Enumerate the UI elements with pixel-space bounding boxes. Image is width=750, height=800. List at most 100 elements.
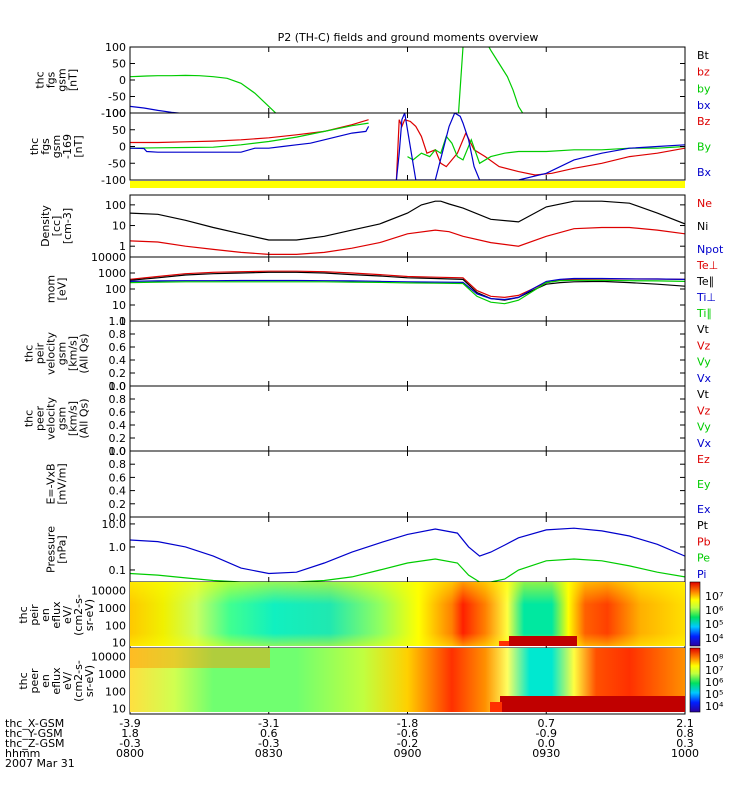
y-axis-label: thc bbox=[17, 606, 30, 623]
colorbar-peer: 10⁸ 10⁷ 10⁶ 10⁵ 10⁴ bbox=[689, 647, 724, 713]
x-axis-row-label: thc_Y-GSM bbox=[5, 727, 63, 740]
y-tick-label: 1 bbox=[119, 240, 126, 253]
x-tick-label: -0.6 bbox=[397, 727, 418, 740]
legend-entry: bx bbox=[697, 99, 711, 112]
x-tick-label: 0.0 bbox=[538, 737, 556, 750]
legend-entry: Vy bbox=[697, 421, 711, 434]
colorbar-label: 10⁵ bbox=[705, 688, 723, 701]
series-line-Bz bbox=[395, 118, 685, 180]
y-tick-label: 10 bbox=[112, 299, 126, 312]
y-axis-label: gsm bbox=[56, 342, 69, 365]
y-tick-label: 10000 bbox=[91, 650, 126, 663]
x-tick-label: -3.9 bbox=[119, 717, 140, 730]
y-axis-label: [nT] bbox=[67, 69, 80, 91]
y-axis-label: peir bbox=[34, 342, 47, 364]
plot-date: 2007 Mar 31 bbox=[5, 757, 75, 770]
x-axis-row-label: thc_X-GSM bbox=[5, 717, 64, 730]
y-axis-label: eflux bbox=[50, 601, 63, 629]
legend-entry: Vy bbox=[697, 356, 711, 369]
colorbar-label: 10⁶ bbox=[705, 604, 724, 617]
y-tick-label: 10000 bbox=[91, 584, 126, 597]
x-tick-label: -0.2 bbox=[397, 737, 418, 750]
y-axis-label: velocity bbox=[45, 332, 58, 375]
y-tick-label: 0.6 bbox=[109, 341, 127, 354]
y-tick-label: 0.4 bbox=[109, 419, 127, 432]
legend-entry: Vz bbox=[697, 404, 711, 417]
y-tick-label: 0.4 bbox=[109, 354, 127, 367]
y-axis-label: [nPa] bbox=[56, 535, 69, 563]
colorbar-label: 10⁸ bbox=[705, 652, 724, 665]
panel-frame bbox=[129, 256, 686, 322]
y-axis-label: Density bbox=[39, 205, 52, 247]
colorbar-label: 10⁵ bbox=[705, 618, 723, 631]
legend-entry: Vx bbox=[697, 437, 712, 450]
y-axis-label: thc bbox=[23, 410, 36, 427]
series-line-Te⊥ bbox=[130, 270, 685, 299]
y-tick-label: 0.2 bbox=[109, 432, 127, 445]
y-tick-label: 1000 bbox=[98, 668, 126, 681]
y-tick-label: 0.8 bbox=[109, 328, 127, 341]
panel-frame bbox=[129, 516, 686, 583]
y-tick-label: 0 bbox=[119, 74, 126, 87]
series-line-By bbox=[130, 122, 369, 149]
series-line-Te∥ bbox=[130, 271, 685, 301]
panels: 100500-50-100thcfgsgsm[nT]Btbzbybx100500… bbox=[17, 41, 724, 716]
y-tick-label: -100 bbox=[101, 174, 126, 187]
legend-entry: Ne bbox=[697, 197, 712, 210]
series-line-by bbox=[457, 47, 524, 113]
x-tick-label: -3.1 bbox=[258, 717, 279, 730]
y-axis-label: gsm bbox=[56, 68, 69, 91]
series-line-By bbox=[407, 135, 685, 165]
y-axis-label: fgs bbox=[45, 71, 58, 88]
x-tick-label: 0.7 bbox=[538, 717, 556, 730]
y-axis-label: peir bbox=[28, 604, 41, 626]
legend-entry: Vz bbox=[697, 339, 711, 352]
y-tick-label: 1.0 bbox=[109, 380, 127, 393]
y-tick-label: 0.1 bbox=[109, 564, 127, 577]
y-tick-label: 100 bbox=[105, 41, 126, 54]
y-axis-label: [eV] bbox=[56, 278, 69, 301]
y-axis-label: en bbox=[39, 674, 52, 688]
y-tick-label: 1000 bbox=[98, 602, 126, 615]
series-line-Bz bbox=[130, 119, 369, 144]
y-tick-label: 0.8 bbox=[109, 393, 127, 406]
legend-entry: Vt bbox=[697, 323, 710, 336]
y-tick-label: 50 bbox=[112, 58, 126, 71]
panel-frame bbox=[129, 46, 686, 114]
y-axis-label: thc bbox=[28, 138, 41, 155]
y-axis-label: thc bbox=[34, 71, 47, 88]
y-axis-label: (cm2-s- bbox=[72, 594, 85, 636]
legend-entry: Bt bbox=[697, 49, 710, 62]
colorbar-label: 10⁶ bbox=[705, 676, 724, 689]
y-tick-label: 0.2 bbox=[109, 498, 127, 511]
x-tick-label: -1.8 bbox=[397, 717, 418, 730]
x-tick-label: -0.3 bbox=[119, 737, 140, 750]
y-axis-label: [mV/m] bbox=[56, 463, 69, 504]
legend-entry: By bbox=[697, 141, 712, 154]
y-tick-label: 0.0 bbox=[109, 445, 127, 458]
y-axis-label: sr-eV) bbox=[83, 599, 96, 631]
legend-entry: Te⊥ bbox=[696, 259, 718, 272]
y-axis-label: (All Qs) bbox=[78, 398, 91, 438]
y-tick-label: 0 bbox=[119, 141, 126, 154]
y-tick-label: 1.0 bbox=[109, 541, 127, 554]
y-tick-label: 10.0 bbox=[102, 518, 127, 531]
y-axis-label: sr-eV) bbox=[83, 665, 96, 697]
y-tick-label: 1.0 bbox=[109, 445, 127, 458]
y-axis-label: [cc] bbox=[50, 216, 63, 237]
legend-entry: Ey bbox=[697, 478, 711, 491]
y-tick-label: 0.0 bbox=[109, 380, 127, 393]
x-tick-label: 1.8 bbox=[121, 727, 139, 740]
legend-entry: Pi bbox=[697, 568, 706, 581]
density-panel: 100 10 1 Density[cc][cm-3] Ne Ni Npot bbox=[39, 194, 724, 258]
x-axis: thc_X-GSM -3.9 -3.1 -1.8 0.7 2.1 thc_Y-GSM 1.8 0… bbox=[5, 717, 699, 770]
x-tick-label: -0.9 bbox=[536, 727, 557, 740]
legend-entry: Bz bbox=[697, 115, 711, 128]
y-tick-label: 1000 bbox=[98, 267, 126, 280]
y-axis-label: eV/ bbox=[61, 672, 74, 690]
legend-entry: Pb bbox=[697, 535, 711, 548]
series-line-Ti∥ bbox=[130, 279, 685, 305]
y-tick-label: 100 bbox=[105, 199, 126, 212]
